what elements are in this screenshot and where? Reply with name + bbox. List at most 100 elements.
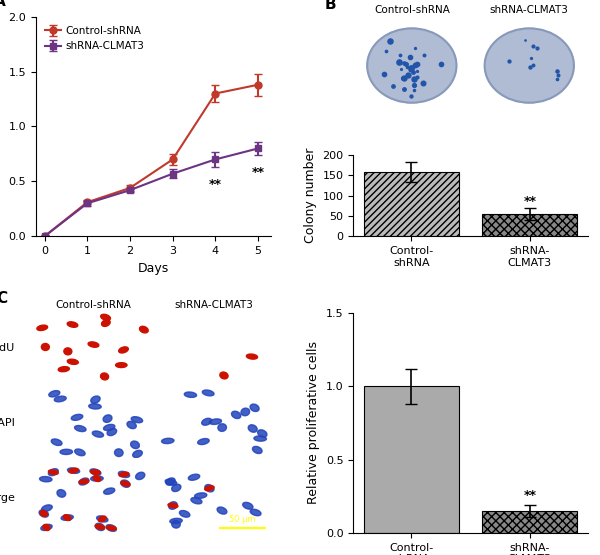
Ellipse shape bbox=[79, 478, 89, 485]
Ellipse shape bbox=[136, 472, 145, 480]
Ellipse shape bbox=[197, 438, 209, 445]
Ellipse shape bbox=[250, 404, 259, 411]
Ellipse shape bbox=[191, 497, 202, 504]
Ellipse shape bbox=[166, 478, 175, 485]
Ellipse shape bbox=[67, 359, 79, 365]
Ellipse shape bbox=[71, 415, 83, 420]
Ellipse shape bbox=[79, 480, 89, 484]
Text: EdU: EdU bbox=[0, 343, 16, 353]
Text: **: ** bbox=[209, 178, 222, 191]
Ellipse shape bbox=[41, 524, 52, 531]
Bar bbox=[364, 172, 458, 236]
Ellipse shape bbox=[95, 524, 104, 529]
Ellipse shape bbox=[41, 505, 52, 511]
Ellipse shape bbox=[64, 514, 71, 521]
Ellipse shape bbox=[51, 439, 62, 446]
Text: 50 μm: 50 μm bbox=[229, 516, 256, 524]
Y-axis label: Relative proliferative cells: Relative proliferative cells bbox=[307, 341, 320, 504]
Ellipse shape bbox=[169, 502, 178, 509]
Ellipse shape bbox=[140, 326, 148, 333]
Ellipse shape bbox=[90, 469, 101, 475]
Text: DAPI: DAPI bbox=[0, 418, 16, 428]
Ellipse shape bbox=[104, 488, 115, 495]
Ellipse shape bbox=[165, 480, 177, 485]
Ellipse shape bbox=[69, 468, 79, 473]
Ellipse shape bbox=[119, 347, 128, 353]
Text: shRNA-CLMAT3: shRNA-CLMAT3 bbox=[175, 300, 253, 310]
Ellipse shape bbox=[194, 493, 207, 498]
Ellipse shape bbox=[67, 468, 80, 473]
Ellipse shape bbox=[107, 428, 116, 436]
Ellipse shape bbox=[217, 507, 227, 514]
Ellipse shape bbox=[188, 474, 200, 480]
Ellipse shape bbox=[168, 503, 178, 508]
Ellipse shape bbox=[119, 472, 129, 477]
Ellipse shape bbox=[54, 396, 66, 402]
Ellipse shape bbox=[115, 449, 123, 457]
Ellipse shape bbox=[161, 438, 174, 443]
Ellipse shape bbox=[37, 325, 47, 331]
Ellipse shape bbox=[131, 441, 139, 448]
Ellipse shape bbox=[127, 421, 136, 428]
Ellipse shape bbox=[247, 354, 257, 359]
X-axis label: Days: Days bbox=[138, 261, 169, 275]
Ellipse shape bbox=[91, 396, 100, 403]
Ellipse shape bbox=[209, 419, 221, 425]
Ellipse shape bbox=[131, 417, 143, 423]
Ellipse shape bbox=[101, 373, 109, 380]
Circle shape bbox=[485, 28, 574, 103]
Ellipse shape bbox=[61, 515, 73, 521]
Ellipse shape bbox=[218, 424, 226, 431]
Ellipse shape bbox=[254, 436, 266, 441]
Ellipse shape bbox=[64, 348, 72, 355]
Ellipse shape bbox=[172, 484, 181, 492]
Text: C: C bbox=[0, 291, 7, 306]
Ellipse shape bbox=[89, 403, 101, 409]
Ellipse shape bbox=[253, 446, 262, 453]
Ellipse shape bbox=[118, 471, 130, 477]
Ellipse shape bbox=[39, 510, 49, 517]
Ellipse shape bbox=[232, 411, 241, 418]
Ellipse shape bbox=[74, 426, 86, 432]
Ellipse shape bbox=[202, 418, 212, 425]
Ellipse shape bbox=[57, 490, 66, 497]
Ellipse shape bbox=[67, 322, 78, 327]
Ellipse shape bbox=[121, 481, 130, 486]
Circle shape bbox=[367, 28, 457, 103]
Ellipse shape bbox=[133, 450, 142, 457]
Ellipse shape bbox=[205, 485, 214, 492]
Ellipse shape bbox=[202, 390, 214, 396]
Ellipse shape bbox=[205, 486, 214, 491]
Ellipse shape bbox=[250, 509, 261, 516]
Text: **: ** bbox=[523, 194, 536, 208]
Y-axis label: OD 450 nm: OD 450 nm bbox=[0, 91, 3, 162]
Ellipse shape bbox=[242, 502, 253, 509]
Text: Merge: Merge bbox=[0, 493, 16, 503]
Ellipse shape bbox=[91, 476, 103, 481]
Ellipse shape bbox=[40, 477, 52, 482]
Text: Control-shRNA: Control-shRNA bbox=[374, 4, 450, 14]
Ellipse shape bbox=[93, 476, 101, 482]
Text: Control-shRNA: Control-shRNA bbox=[55, 300, 131, 310]
Ellipse shape bbox=[116, 362, 127, 367]
Ellipse shape bbox=[58, 367, 70, 372]
Ellipse shape bbox=[103, 415, 112, 422]
Text: shRNA-CLMAT3: shRNA-CLMAT3 bbox=[490, 4, 569, 14]
Ellipse shape bbox=[257, 430, 267, 437]
Ellipse shape bbox=[60, 449, 73, 455]
Ellipse shape bbox=[101, 320, 110, 326]
Text: A: A bbox=[0, 0, 5, 9]
Ellipse shape bbox=[43, 524, 50, 531]
Ellipse shape bbox=[106, 524, 116, 531]
Text: B: B bbox=[325, 0, 337, 12]
Bar bbox=[364, 386, 458, 533]
Ellipse shape bbox=[172, 521, 180, 528]
Ellipse shape bbox=[97, 516, 108, 522]
Ellipse shape bbox=[49, 391, 60, 397]
Ellipse shape bbox=[121, 480, 130, 487]
Ellipse shape bbox=[92, 431, 104, 437]
Ellipse shape bbox=[106, 526, 116, 530]
Ellipse shape bbox=[248, 425, 257, 432]
Ellipse shape bbox=[104, 425, 115, 431]
Bar bbox=[482, 214, 577, 236]
